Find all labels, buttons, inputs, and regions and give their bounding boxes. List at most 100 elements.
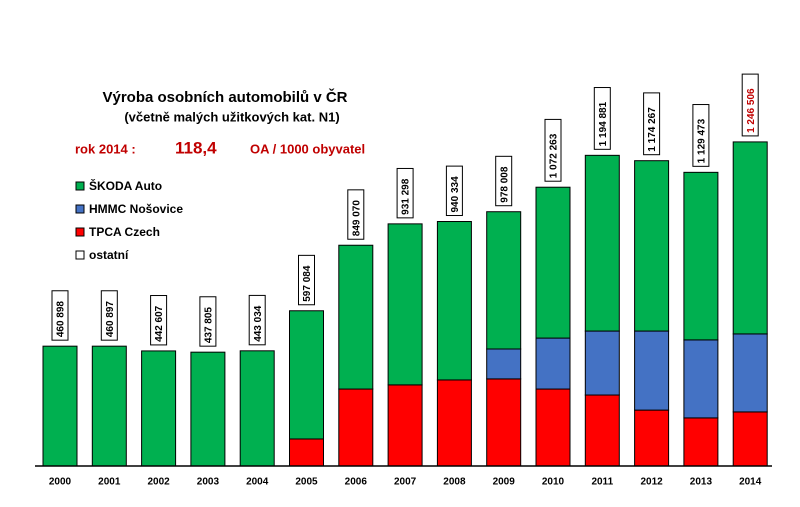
- total-label-text: 978 008: [499, 166, 510, 203]
- bar-segment: [91, 345, 127, 467]
- total-label-text: 1 072 263: [549, 133, 560, 178]
- bar-segment: [486, 211, 522, 350]
- x-tick-label: 2011: [591, 477, 613, 488]
- bar-segment: [683, 339, 719, 419]
- total-label-box: [445, 165, 463, 217]
- annotation-value: 118,4: [175, 138, 217, 157]
- x-tick-label: 2009: [493, 477, 516, 488]
- total-label: 1 072 263: [544, 118, 562, 182]
- total-label-text: 437 805: [204, 307, 215, 344]
- total-label-box: [100, 290, 118, 341]
- total-label: 1 129 473: [692, 104, 710, 167]
- total-label: 978 008: [495, 155, 513, 207]
- bar-segment: [584, 394, 620, 467]
- total-label-text: 931 298: [401, 178, 412, 215]
- bar-segment: [190, 351, 226, 467]
- total-label: 940 334: [445, 165, 463, 217]
- total-label: 1 194 881: [593, 87, 611, 150]
- total-label-text: 597 084: [302, 265, 313, 302]
- x-tick-label: 2004: [246, 477, 269, 488]
- x-tick-label: 2013: [690, 477, 713, 488]
- total-label-box: [544, 118, 562, 182]
- bar-segment: [732, 411, 768, 467]
- total-label-box: [643, 92, 661, 156]
- bar-segment: [634, 160, 670, 332]
- bar-segment: [535, 337, 571, 390]
- total-label: 849 070: [347, 189, 365, 240]
- bar-segment: [289, 438, 324, 467]
- total-label: 437 805: [199, 296, 217, 347]
- annotation-prefix: rok 2014 :: [75, 141, 136, 156]
- total-label-text: 442 607: [154, 305, 165, 342]
- bar-segment: [436, 221, 472, 381]
- total-label-box: [396, 167, 414, 219]
- total-label-text: 1 246 506: [746, 88, 757, 133]
- bar-segment: [338, 244, 374, 390]
- total-label-box: [298, 254, 315, 306]
- bar-segment: [338, 388, 374, 467]
- legend-label: ostatní: [89, 248, 129, 262]
- x-tick-label: 2005: [295, 477, 318, 488]
- bar-segment: [535, 388, 571, 467]
- total-label: 442 607: [150, 295, 168, 346]
- bar-segment: [239, 350, 275, 467]
- x-tick-label: 2007: [394, 477, 417, 488]
- legend-label: ŠKODA Auto: [89, 178, 162, 193]
- bar-segment: [486, 378, 522, 467]
- annotation-unit: OA / 1000 obyvatel: [250, 141, 365, 156]
- total-label-text: 460 897: [105, 301, 116, 338]
- total-label-text: 1 129 473: [697, 118, 708, 163]
- total-label-text: 460 898: [56, 301, 67, 338]
- x-tick-label: 2002: [147, 477, 170, 488]
- total-label: 597 084: [298, 254, 315, 306]
- total-label-text: 443 034: [253, 305, 264, 342]
- total-label: 460 898: [51, 290, 69, 341]
- chart-title: Výroba osobních automobilů v ČR: [102, 88, 347, 106]
- total-label-text: 1 174 267: [647, 107, 658, 152]
- bar-segment: [732, 333, 768, 413]
- bar-segment: [634, 330, 670, 411]
- total-label-text: 1 194 881: [598, 101, 609, 146]
- total-label-box: [199, 296, 217, 347]
- legend-swatch: [75, 181, 85, 191]
- bar-segment: [584, 330, 620, 396]
- total-label: 443 034: [248, 294, 266, 346]
- total-label-box: [495, 155, 513, 207]
- bar-segment: [732, 141, 768, 335]
- total-label-box: [347, 189, 365, 240]
- x-tick-label: 2001: [98, 477, 121, 488]
- x-tick-label: 2010: [542, 477, 565, 488]
- bar-segment: [486, 348, 522, 380]
- total-label: 1 174 267: [643, 92, 661, 156]
- total-label-box: [150, 295, 168, 346]
- bar-segment: [141, 350, 177, 467]
- chart-subtitle: (včetně malých užitkových kat. N1): [124, 109, 339, 124]
- bar-segment: [387, 223, 423, 386]
- x-tick-label: 2003: [197, 477, 220, 488]
- total-label: 460 897: [100, 290, 118, 341]
- legend-swatch: [75, 227, 85, 237]
- x-tick-label: 2006: [345, 477, 368, 488]
- bar-segment: [683, 417, 719, 467]
- bar-segment: [634, 409, 670, 467]
- x-tick-label: 2012: [640, 477, 663, 488]
- bar-segment: [42, 345, 78, 467]
- total-label-box: [248, 294, 266, 346]
- x-tick-label: 2008: [443, 477, 466, 488]
- bar-segment: [584, 154, 620, 332]
- x-tick-label: 2014: [739, 477, 762, 488]
- legend-swatch: [75, 204, 85, 214]
- legend-label: HMMC Nošovice: [89, 202, 183, 216]
- bar-segment: [535, 186, 571, 339]
- bar-segment: [683, 171, 719, 341]
- total-label: 931 298: [396, 167, 414, 219]
- legend-swatch: [75, 250, 85, 260]
- total-label-text: 940 334: [450, 176, 461, 213]
- bar-segment: [387, 384, 423, 467]
- bar-segment: [436, 379, 472, 467]
- total-label-box: [692, 104, 710, 167]
- x-tick-label: 2000: [49, 477, 72, 488]
- total-label-box: [593, 87, 611, 150]
- legend-label: TPCA Czech: [89, 225, 160, 239]
